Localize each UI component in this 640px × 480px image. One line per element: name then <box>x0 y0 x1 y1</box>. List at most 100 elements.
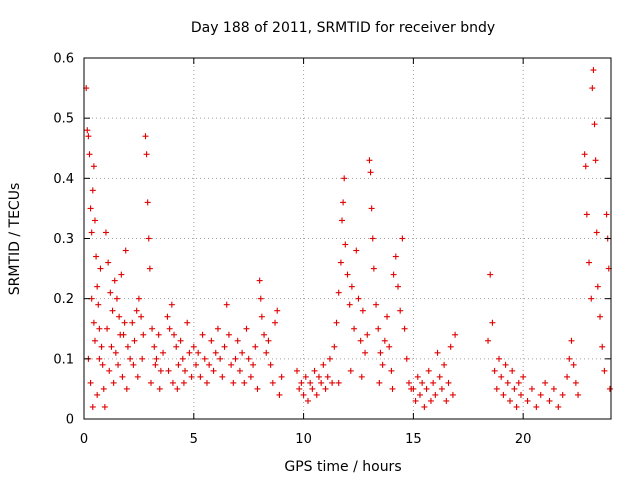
y-tick-label: 0.5 <box>53 112 74 127</box>
data-point <box>173 343 180 350</box>
data-point <box>91 337 98 344</box>
data-point <box>90 163 97 170</box>
data-point <box>107 289 114 296</box>
data-point <box>225 331 232 338</box>
data-point <box>322 385 329 392</box>
data-point <box>95 301 102 308</box>
data-point <box>517 391 524 398</box>
x-tick-label: 15 <box>405 432 422 447</box>
data-point <box>537 391 544 398</box>
data-point <box>591 121 598 128</box>
data-point <box>603 211 610 218</box>
data-point <box>589 85 596 92</box>
data-point <box>348 283 355 290</box>
data-point <box>351 325 358 332</box>
data-point <box>105 259 112 266</box>
data-point <box>221 343 228 350</box>
data-point <box>110 379 117 386</box>
data-point <box>121 319 128 326</box>
data-point <box>197 373 204 380</box>
data-point <box>425 367 432 374</box>
data-point <box>340 199 347 206</box>
data-point <box>169 379 176 386</box>
x-tick-label: 5 <box>190 432 198 447</box>
data-point <box>86 151 93 158</box>
data-point <box>452 331 459 338</box>
data-point <box>445 379 452 386</box>
data-point <box>320 361 327 368</box>
data-point <box>123 385 130 392</box>
data-point <box>144 199 151 206</box>
data-point <box>157 367 164 374</box>
data-point <box>106 367 113 374</box>
data-point <box>212 349 219 356</box>
data-point <box>239 349 246 356</box>
data-point <box>124 343 131 350</box>
data-point <box>112 349 119 356</box>
data-point <box>511 385 518 392</box>
data-point <box>528 385 535 392</box>
data-point <box>143 151 150 158</box>
data-point <box>342 241 349 248</box>
data-point <box>344 271 351 278</box>
data-point <box>586 259 593 266</box>
data-point <box>88 229 95 236</box>
data-point <box>139 355 146 362</box>
data-point <box>87 205 94 212</box>
data-point <box>149 325 156 332</box>
data-point <box>217 355 224 362</box>
data-point <box>379 361 386 368</box>
data-point <box>347 367 354 374</box>
data-point <box>147 379 154 386</box>
data-point <box>130 361 137 368</box>
data-point <box>491 367 498 374</box>
data-point <box>145 235 152 242</box>
data-point <box>564 373 571 380</box>
data-point <box>101 403 108 410</box>
data-point <box>94 391 101 398</box>
data-point <box>203 379 210 386</box>
data-point <box>500 391 507 398</box>
data-point <box>250 361 257 368</box>
data-point <box>389 385 396 392</box>
data-point <box>182 367 189 374</box>
data-point <box>581 151 588 158</box>
data-point <box>311 367 318 374</box>
data-point <box>588 295 595 302</box>
data-point <box>142 133 149 140</box>
data-point <box>98 343 105 350</box>
data-point <box>89 187 96 194</box>
data-point <box>258 313 265 320</box>
data-points <box>83 67 613 410</box>
data-point <box>375 325 382 332</box>
plot-frame <box>83 57 612 420</box>
data-point <box>570 361 577 368</box>
data-point <box>359 307 366 314</box>
y-axis-title: SRMTID / TECUs <box>7 183 23 296</box>
data-point <box>367 169 374 176</box>
data-point <box>597 313 604 320</box>
data-point <box>388 367 395 374</box>
data-point <box>533 403 540 410</box>
data-point <box>601 367 608 374</box>
data-point <box>153 355 160 362</box>
data-point <box>381 337 388 344</box>
data-point <box>180 379 187 386</box>
data-point <box>165 367 172 374</box>
data-point <box>304 397 311 404</box>
data-point <box>520 373 527 380</box>
data-point <box>592 157 599 164</box>
data-point <box>230 379 237 386</box>
data-point <box>155 331 162 338</box>
data-point <box>333 319 340 326</box>
y-tick-label: 0.3 <box>53 232 74 247</box>
data-point <box>335 289 342 296</box>
data-point <box>118 271 125 278</box>
data-point <box>111 277 118 284</box>
data-point <box>337 259 344 266</box>
data-point <box>241 379 248 386</box>
data-point <box>368 205 375 212</box>
data-point <box>357 337 364 344</box>
